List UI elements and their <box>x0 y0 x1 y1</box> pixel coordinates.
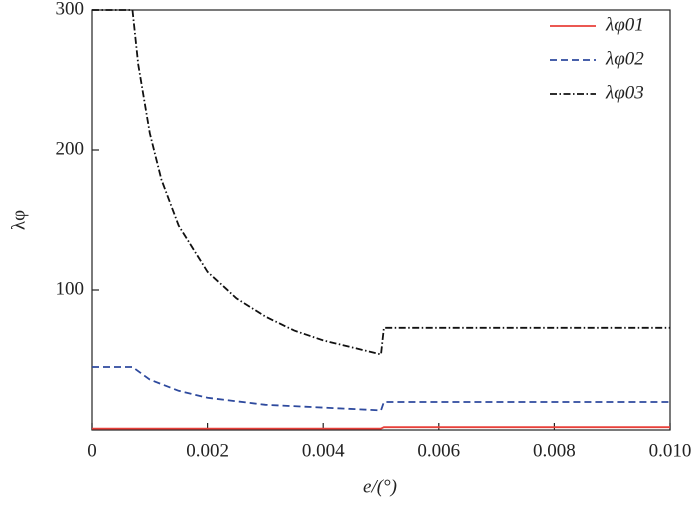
x-tick-label: 0 <box>87 440 97 461</box>
x-tick-label: 0.002 <box>186 440 229 461</box>
series-line <box>92 9 670 356</box>
legend-label: λφ02 <box>605 48 644 69</box>
legend-label: λφ01 <box>605 14 644 35</box>
x-tick-label: 0.004 <box>302 440 345 461</box>
y-tick-label: 100 <box>56 278 85 299</box>
legend-label: λφ03 <box>605 82 644 103</box>
plot-frame <box>91 9 671 431</box>
y-tick-label: 300 <box>56 0 85 19</box>
series-line <box>92 426 670 430</box>
x-tick-label: 0.006 <box>417 440 460 461</box>
x-tick-label: 0.008 <box>533 440 576 461</box>
x-axis-label: e/(°) <box>363 476 397 497</box>
series-line <box>92 366 670 412</box>
y-axis-label: λφ <box>8 210 29 230</box>
y-tick-label: 200 <box>56 138 85 159</box>
x-tick-label: 0.010 <box>649 440 692 461</box>
